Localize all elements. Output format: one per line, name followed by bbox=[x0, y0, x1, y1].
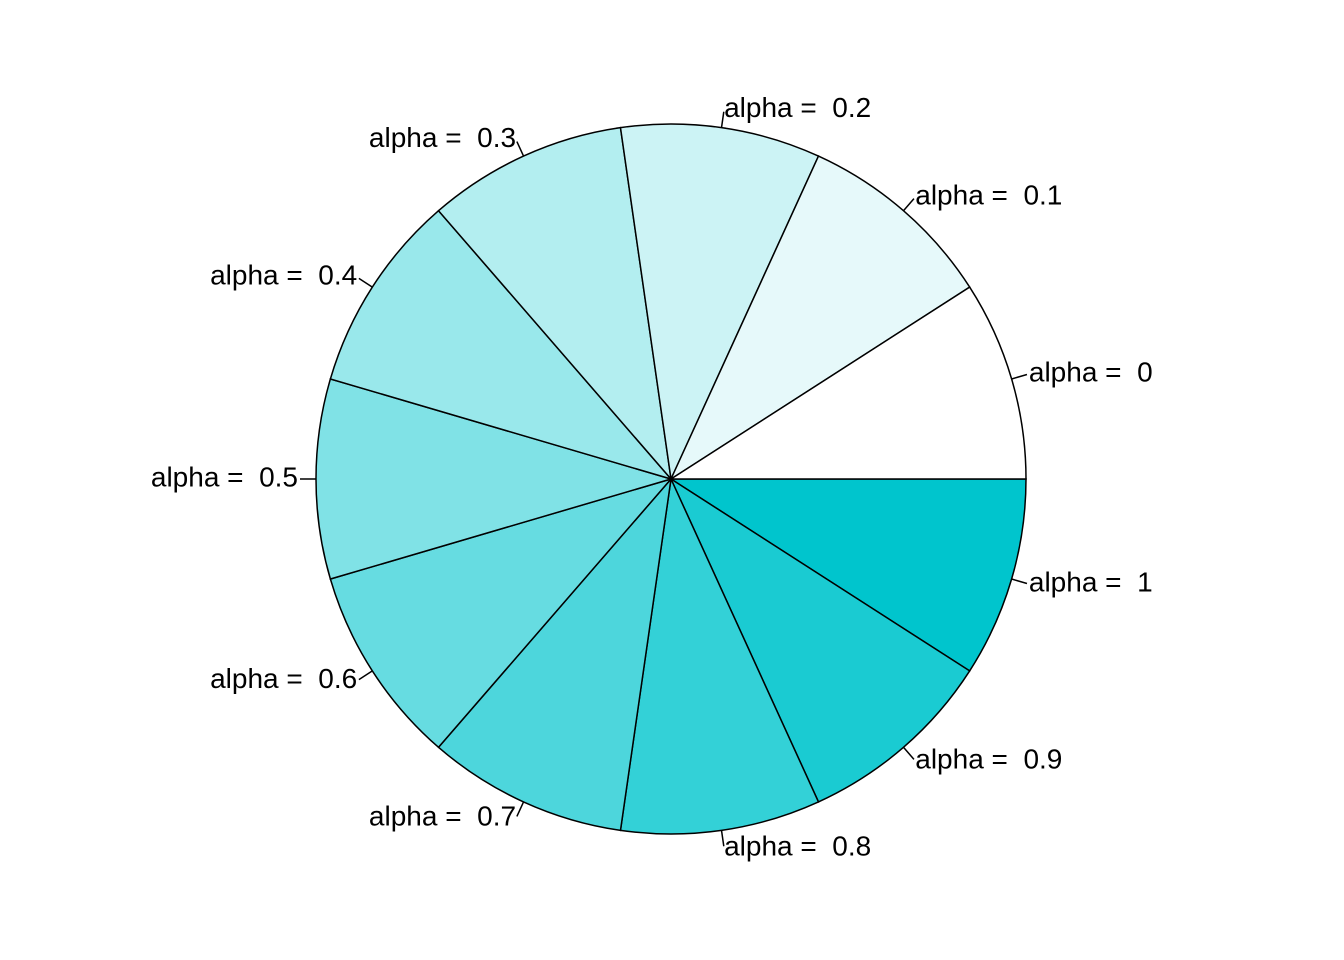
pie-slice bbox=[329, 477, 674, 749]
pie-slice-label: alpha = 0.9 bbox=[915, 743, 1062, 774]
pie-label-tick bbox=[516, 801, 525, 817]
pie-labels: alpha = 1 alpha = 0.9 alpha = 0.8 alpha = 0… bbox=[151, 92, 1153, 861]
pie-slice bbox=[329, 209, 674, 481]
pie-label-tick bbox=[358, 277, 373, 288]
pie-slice-label: alpha = 0.3 bbox=[369, 122, 516, 153]
pie-slice-label: alpha = 0.5 bbox=[151, 461, 298, 492]
pie-slice-label: alpha = 0.8 bbox=[724, 831, 871, 862]
pie-label-tick bbox=[902, 198, 915, 212]
pie-label-tick bbox=[516, 141, 525, 157]
pie-slice bbox=[668, 478, 1027, 672]
pie-slice-label: alpha = 1 bbox=[1029, 566, 1153, 597]
pie-slice-label: alpha = 0.7 bbox=[369, 801, 516, 832]
pie-slice-label: alpha = 0 bbox=[1029, 356, 1153, 387]
pie-slice bbox=[315, 378, 674, 580]
pie-label-tick bbox=[1011, 578, 1028, 585]
pie-slice-label: alpha = 0.2 bbox=[724, 92, 871, 123]
pie-label-tick bbox=[358, 670, 373, 681]
pie-slice bbox=[437, 476, 673, 832]
pie-label-tick bbox=[720, 830, 725, 847]
pie-slice bbox=[669, 155, 971, 482]
pie-label-tick bbox=[902, 746, 915, 760]
pie-slice bbox=[437, 126, 673, 482]
pie-label-ticks bbox=[300, 111, 1028, 847]
pie-slice-label: alpha = 0.6 bbox=[210, 663, 357, 694]
pie-slice bbox=[619, 476, 820, 835]
pie-label-tick bbox=[1011, 373, 1028, 380]
pie-slice bbox=[619, 123, 820, 482]
pie-label-tick bbox=[720, 111, 725, 128]
pie-slice bbox=[669, 476, 971, 803]
pie-slice bbox=[668, 286, 1027, 480]
pie-slices bbox=[315, 123, 1027, 835]
pie-slice-label: alpha = 0.4 bbox=[210, 260, 357, 291]
pie-slice-label: alpha = 0.1 bbox=[915, 180, 1062, 211]
